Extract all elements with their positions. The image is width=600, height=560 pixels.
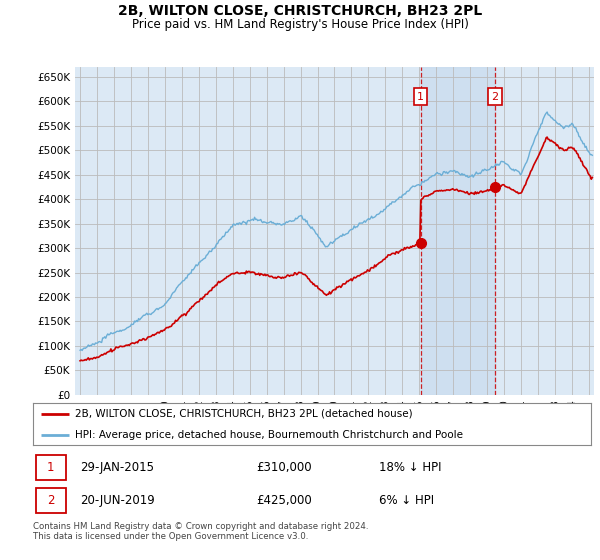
Text: 2: 2 [47, 494, 55, 507]
FancyBboxPatch shape [36, 455, 67, 480]
Text: 2: 2 [491, 92, 499, 102]
FancyBboxPatch shape [36, 488, 67, 512]
Text: 2B, WILTON CLOSE, CHRISTCHURCH, BH23 2PL: 2B, WILTON CLOSE, CHRISTCHURCH, BH23 2PL [118, 4, 482, 18]
Text: HPI: Average price, detached house, Bournemouth Christchurch and Poole: HPI: Average price, detached house, Bour… [75, 430, 463, 440]
Bar [421, 67, 495, 395]
Text: Contains HM Land Registry data © Crown copyright and database right 2024.
This d: Contains HM Land Registry data © Crown c… [33, 522, 368, 542]
Text: 18% ↓ HPI: 18% ↓ HPI [379, 461, 442, 474]
Text: 2B, WILTON CLOSE, CHRISTCHURCH, BH23 2PL (detached house): 2B, WILTON CLOSE, CHRISTCHURCH, BH23 2PL… [75, 409, 412, 419]
Text: 1: 1 [417, 92, 424, 102]
Text: 20-JUN-2019: 20-JUN-2019 [80, 494, 155, 507]
Text: Price paid vs. HM Land Registry's House Price Index (HPI): Price paid vs. HM Land Registry's House … [131, 18, 469, 31]
Text: 1: 1 [47, 461, 55, 474]
Text: £425,000: £425,000 [256, 494, 312, 507]
Text: 6% ↓ HPI: 6% ↓ HPI [379, 494, 434, 507]
Text: £310,000: £310,000 [256, 461, 312, 474]
Text: 29-JAN-2015: 29-JAN-2015 [80, 461, 154, 474]
